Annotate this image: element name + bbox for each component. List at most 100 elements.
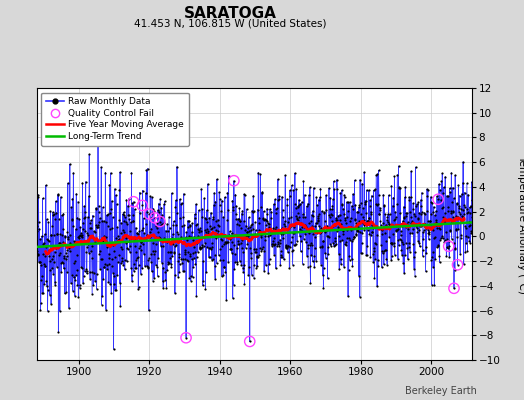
Point bbox=[348, 262, 357, 269]
Point bbox=[220, 264, 228, 270]
Point bbox=[326, 226, 335, 232]
Point bbox=[120, 212, 128, 218]
Point bbox=[457, 232, 465, 239]
Point bbox=[209, 256, 217, 262]
Point bbox=[74, 235, 83, 242]
Point bbox=[440, 238, 449, 245]
Point bbox=[80, 215, 88, 222]
Point bbox=[401, 213, 410, 220]
Point bbox=[259, 216, 268, 223]
Point bbox=[247, 227, 255, 234]
Point bbox=[256, 171, 265, 177]
Point bbox=[75, 282, 84, 288]
Point bbox=[405, 240, 413, 246]
Point bbox=[208, 240, 216, 246]
Point bbox=[281, 172, 289, 178]
Point bbox=[332, 214, 340, 221]
Point bbox=[92, 222, 100, 228]
Point bbox=[196, 245, 204, 251]
Point bbox=[381, 247, 390, 253]
Point bbox=[423, 186, 431, 192]
Point bbox=[334, 226, 342, 232]
Point bbox=[63, 247, 71, 254]
Point bbox=[125, 196, 133, 202]
Point bbox=[318, 244, 326, 250]
Point bbox=[468, 252, 477, 259]
Point bbox=[200, 242, 208, 249]
Point bbox=[412, 220, 421, 227]
Point bbox=[144, 257, 152, 264]
Point bbox=[263, 216, 271, 223]
Point bbox=[101, 261, 109, 268]
Point bbox=[355, 218, 363, 224]
Point bbox=[356, 176, 364, 183]
Point bbox=[302, 224, 310, 230]
Point bbox=[351, 217, 359, 223]
Point bbox=[379, 220, 387, 226]
Point bbox=[378, 226, 386, 233]
Point bbox=[307, 240, 315, 246]
Point bbox=[385, 221, 393, 227]
Point bbox=[46, 267, 54, 273]
Point bbox=[315, 223, 323, 230]
Point bbox=[453, 262, 462, 268]
Point bbox=[458, 219, 466, 226]
Point bbox=[408, 220, 417, 226]
Point bbox=[339, 230, 347, 237]
Point bbox=[258, 190, 266, 196]
Point bbox=[422, 250, 431, 256]
Point bbox=[163, 221, 171, 227]
Point bbox=[296, 248, 304, 254]
Point bbox=[171, 272, 179, 278]
Point bbox=[287, 223, 295, 229]
Point bbox=[466, 230, 475, 236]
Point bbox=[325, 185, 333, 192]
Point bbox=[263, 205, 271, 212]
Point bbox=[35, 226, 43, 232]
Point bbox=[168, 190, 176, 196]
Point bbox=[244, 224, 252, 231]
Point bbox=[446, 207, 455, 214]
Point bbox=[176, 236, 184, 242]
Point bbox=[36, 259, 44, 265]
Point bbox=[277, 248, 286, 254]
Text: 41.453 N, 106.815 W (United States): 41.453 N, 106.815 W (United States) bbox=[134, 18, 327, 28]
Point bbox=[126, 243, 135, 249]
Point bbox=[213, 231, 222, 237]
Point bbox=[36, 259, 44, 265]
Point bbox=[407, 194, 415, 200]
Point bbox=[303, 225, 311, 232]
Point bbox=[351, 177, 359, 184]
Point bbox=[395, 242, 403, 249]
Point bbox=[310, 185, 318, 191]
Point bbox=[283, 202, 291, 208]
Point bbox=[176, 261, 184, 268]
Point bbox=[117, 259, 126, 266]
Point bbox=[386, 240, 395, 247]
Point bbox=[383, 262, 391, 268]
Point bbox=[97, 218, 106, 224]
Point bbox=[362, 210, 370, 216]
Point bbox=[314, 214, 322, 221]
Point bbox=[126, 235, 135, 242]
Point bbox=[211, 263, 219, 269]
Point bbox=[358, 180, 366, 187]
Point bbox=[415, 210, 423, 216]
Point bbox=[94, 114, 102, 120]
Point bbox=[391, 209, 399, 215]
Point bbox=[231, 259, 239, 265]
Point bbox=[370, 245, 378, 251]
Point bbox=[204, 181, 212, 187]
Point bbox=[212, 260, 221, 266]
Point bbox=[43, 236, 51, 243]
Point bbox=[275, 193, 283, 199]
Point bbox=[187, 234, 195, 240]
Point bbox=[230, 281, 238, 288]
Point bbox=[75, 216, 83, 222]
Point bbox=[350, 233, 358, 240]
Point bbox=[153, 220, 161, 226]
Point bbox=[278, 224, 286, 231]
Point bbox=[201, 286, 210, 292]
Point bbox=[385, 234, 394, 240]
Point bbox=[294, 217, 302, 224]
